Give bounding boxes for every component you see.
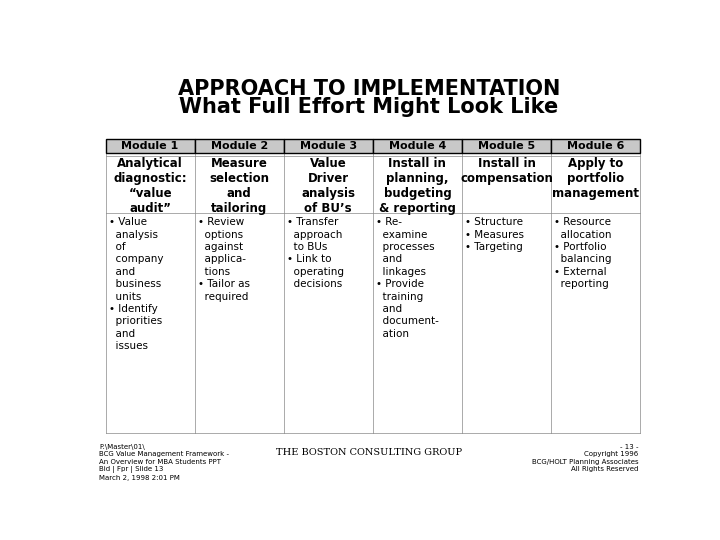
Text: Apply to
portfolio
management: Apply to portfolio management — [552, 157, 639, 200]
Text: Module 3: Module 3 — [300, 140, 357, 151]
Text: Install in
planning,
budgeting
& reporting: Install in planning, budgeting & reporti… — [379, 157, 456, 215]
Text: Value
Driver
analysis
of BU’s: Value Driver analysis of BU’s — [301, 157, 355, 215]
Text: • Transfer
  approach
  to BUs
• Link to
  operating
  decisions: • Transfer approach to BUs • Link to ope… — [287, 217, 344, 289]
Text: THE BOSTON CONSULTING GROUP: THE BOSTON CONSULTING GROUP — [276, 448, 462, 457]
Text: • Re-
  examine
  processes
  and
  linkages
• Provide
  training
  and
  docume: • Re- examine processes and linkages • P… — [376, 217, 439, 339]
Text: APPROACH TO IMPLEMENTATION: APPROACH TO IMPLEMENTATION — [178, 79, 560, 99]
Text: Install in
compensation: Install in compensation — [460, 157, 553, 185]
Text: • Value
  analysis
  of
  company
  and
  business
  units
• Identify
  prioriti: • Value analysis of company and business… — [109, 217, 163, 351]
Text: • Review
  options
  against
  applica-
  tions
• Tailor as
  required: • Review options against applica- tions … — [198, 217, 250, 302]
Text: Module 1: Module 1 — [122, 140, 179, 151]
Text: Module 6: Module 6 — [567, 140, 624, 151]
Text: • Resource
  allocation
• Portfolio
  balancing
• External
  reporting: • Resource allocation • Portfolio balanc… — [554, 217, 612, 289]
Text: Module 5: Module 5 — [478, 140, 535, 151]
Bar — [551, 139, 640, 153]
Bar — [106, 139, 194, 153]
Text: F:\Master\01\
BCG Value Management Framework -
An Overview for MBA Students PPT
: F:\Master\01\ BCG Value Management Frame… — [99, 444, 229, 481]
Bar — [194, 139, 284, 153]
Text: - 13 -
Copyright 1996
BCG/HOLT Planning Associates
All Rights Reserved: - 13 - Copyright 1996 BCG/HOLT Planning … — [532, 444, 639, 472]
Text: Module 2: Module 2 — [210, 140, 268, 151]
Text: What Full Effort Might Look Like: What Full Effort Might Look Like — [179, 97, 559, 117]
Text: Module 4: Module 4 — [389, 140, 446, 151]
Text: • Structure
• Measures
• Targeting: • Structure • Measures • Targeting — [465, 217, 524, 252]
Bar — [284, 139, 373, 153]
Bar — [462, 139, 551, 153]
Bar — [373, 139, 462, 153]
Text: Measure
selection
and
tailoring: Measure selection and tailoring — [210, 157, 269, 215]
Text: Analytical
diagnostic:
“value
audit”: Analytical diagnostic: “value audit” — [113, 157, 187, 215]
